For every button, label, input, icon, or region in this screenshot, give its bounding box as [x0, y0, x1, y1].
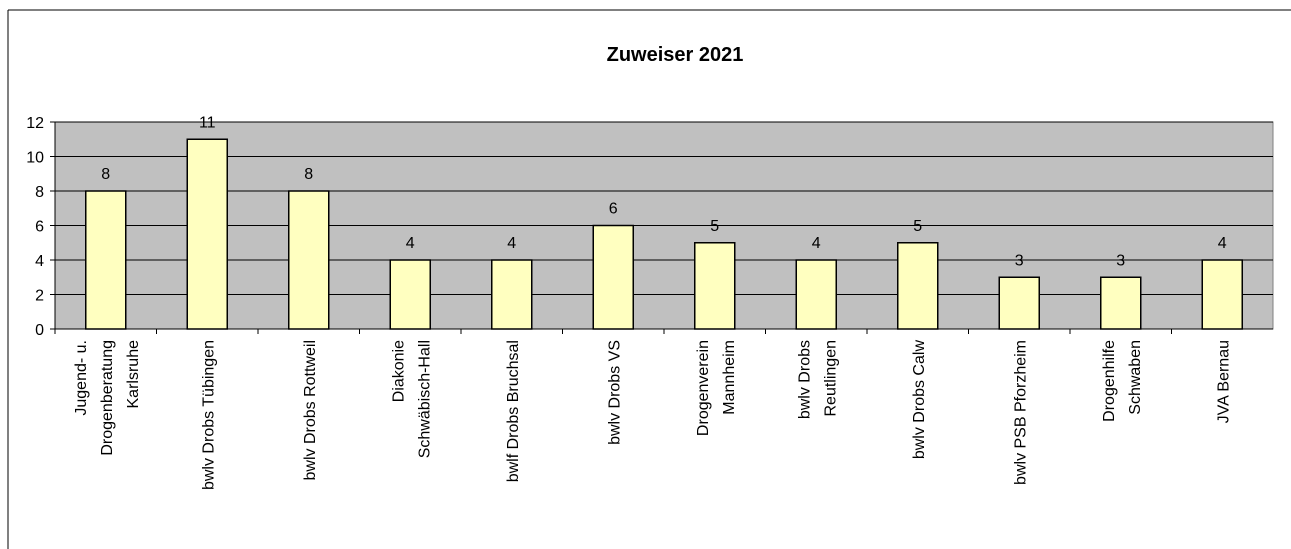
x-tick-label: Drogenhilfe Schwaben [1101, 340, 1144, 422]
x-tick-label: bwlv Drobs VS [606, 340, 623, 445]
bar [897, 242, 939, 330]
bar [186, 138, 228, 330]
data-label: 4 [507, 235, 516, 252]
y-tick-label: 0 [35, 322, 44, 339]
chart-title: Zuweiser 2021 [607, 44, 744, 66]
data-label: 8 [101, 166, 110, 183]
y-tick-label: 8 [35, 184, 44, 201]
bar [1201, 259, 1243, 330]
x-tick-label: bwlv PSB Pforzheim [1012, 340, 1029, 485]
y-tick-label: 12 [26, 115, 44, 132]
x-tick-label: bwlv Drobs Rottweil [302, 340, 319, 480]
x-tick-label: bwlv Drobs Tübingen [200, 340, 217, 490]
x-tick-label: JVA Bernau [1215, 340, 1232, 423]
bar [1100, 276, 1142, 330]
bar [288, 190, 330, 330]
data-label: 6 [609, 201, 618, 218]
data-label: 4 [1218, 235, 1227, 252]
data-label: 3 [1116, 252, 1125, 269]
data-label: 5 [710, 218, 719, 235]
data-label: 11 [199, 114, 216, 131]
bar [694, 242, 736, 330]
bar [592, 224, 634, 330]
data-label: 5 [913, 218, 922, 235]
y-tick-label: 2 [35, 288, 44, 305]
x-tick-label: bwlf Drobs Bruchsal [505, 340, 522, 482]
bar [389, 259, 431, 330]
x-tick-label: bwlv Drobs Calw [911, 340, 928, 460]
y-tick-label: 4 [35, 253, 44, 270]
data-label: 8 [304, 166, 313, 183]
y-tick-label: 6 [35, 219, 44, 236]
bar [998, 276, 1040, 330]
data-label: 4 [406, 235, 415, 252]
data-label: 3 [1015, 252, 1024, 269]
data-label: 4 [812, 235, 821, 252]
y-tick-label: 10 [26, 150, 44, 167]
x-tick-label: Drogenverein Mannheim [695, 340, 738, 436]
bar [85, 190, 127, 330]
x-tick-label: Diakonie Schwäbisch-Hall [390, 340, 433, 458]
bar [795, 259, 837, 330]
x-tick-label: Jugend- u. Drogenberatung Karlsruhe [73, 340, 142, 456]
bar [491, 259, 533, 330]
x-tick-label: bwlv Drobs Reutlingen [796, 340, 839, 419]
